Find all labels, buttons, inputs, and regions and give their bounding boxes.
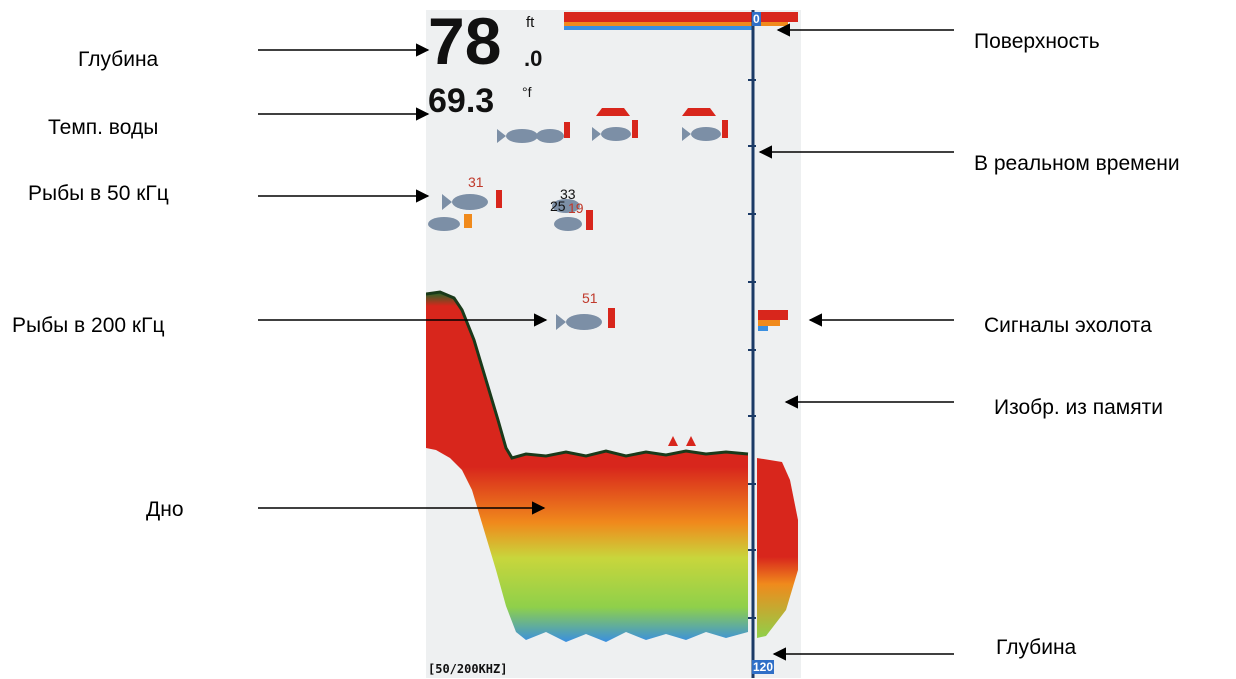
fish-depth-label: 33 (560, 186, 576, 202)
fish-icon (428, 214, 472, 231)
depth-readout: 78 (428, 10, 502, 78)
fish-50khz (428, 108, 728, 231)
label-depth-left: Глубина (78, 48, 159, 71)
water-temp-readout: 69.3 (428, 82, 495, 120)
fish-icon (592, 108, 638, 141)
fish-icon (528, 122, 570, 143)
fish-depth-label: 25 (550, 198, 566, 214)
surface-clutter (564, 12, 798, 30)
label-depth-right: Глубина (996, 636, 1077, 659)
label-memory-image: Изобр. из памяти (994, 396, 1163, 419)
label-water-temp: Темп. воды (48, 116, 159, 139)
scale-bottom: 120 (752, 660, 775, 674)
label-sonar-signals: Сигналы эхолота (984, 314, 1152, 337)
fish-depth-label: 51 (582, 290, 598, 306)
label-fish-200: Рыбы в 200 кГц (12, 314, 165, 337)
fish-icon (552, 199, 593, 231)
realtime-flasher (748, 10, 798, 678)
label-surface: Поверхность (974, 30, 1100, 53)
fish-icon (556, 308, 615, 330)
label-fish-50: Рыбы в 50 кГц (28, 182, 169, 205)
fish-depth-label: 19 (568, 200, 584, 216)
depth-unit: ft (526, 14, 535, 31)
label-realtime: В реальном времени (974, 152, 1180, 175)
fish-icon (442, 190, 502, 210)
fish-depth-label: 31 (468, 174, 484, 190)
depth-decimal: .0 (524, 46, 543, 71)
scale-top: 0 (752, 12, 761, 26)
frequency-label: [50/200KHZ] (428, 662, 508, 676)
sonar-screen: 78 .0 ft 69.3 °f 31 33 25 19 51 0 120 [5… (426, 10, 801, 678)
temp-unit: °f (522, 84, 532, 100)
fish-200khz (556, 308, 615, 330)
fish-icon (682, 108, 728, 141)
sonar-graphics (426, 10, 798, 678)
label-bottom: Дно (146, 498, 184, 521)
